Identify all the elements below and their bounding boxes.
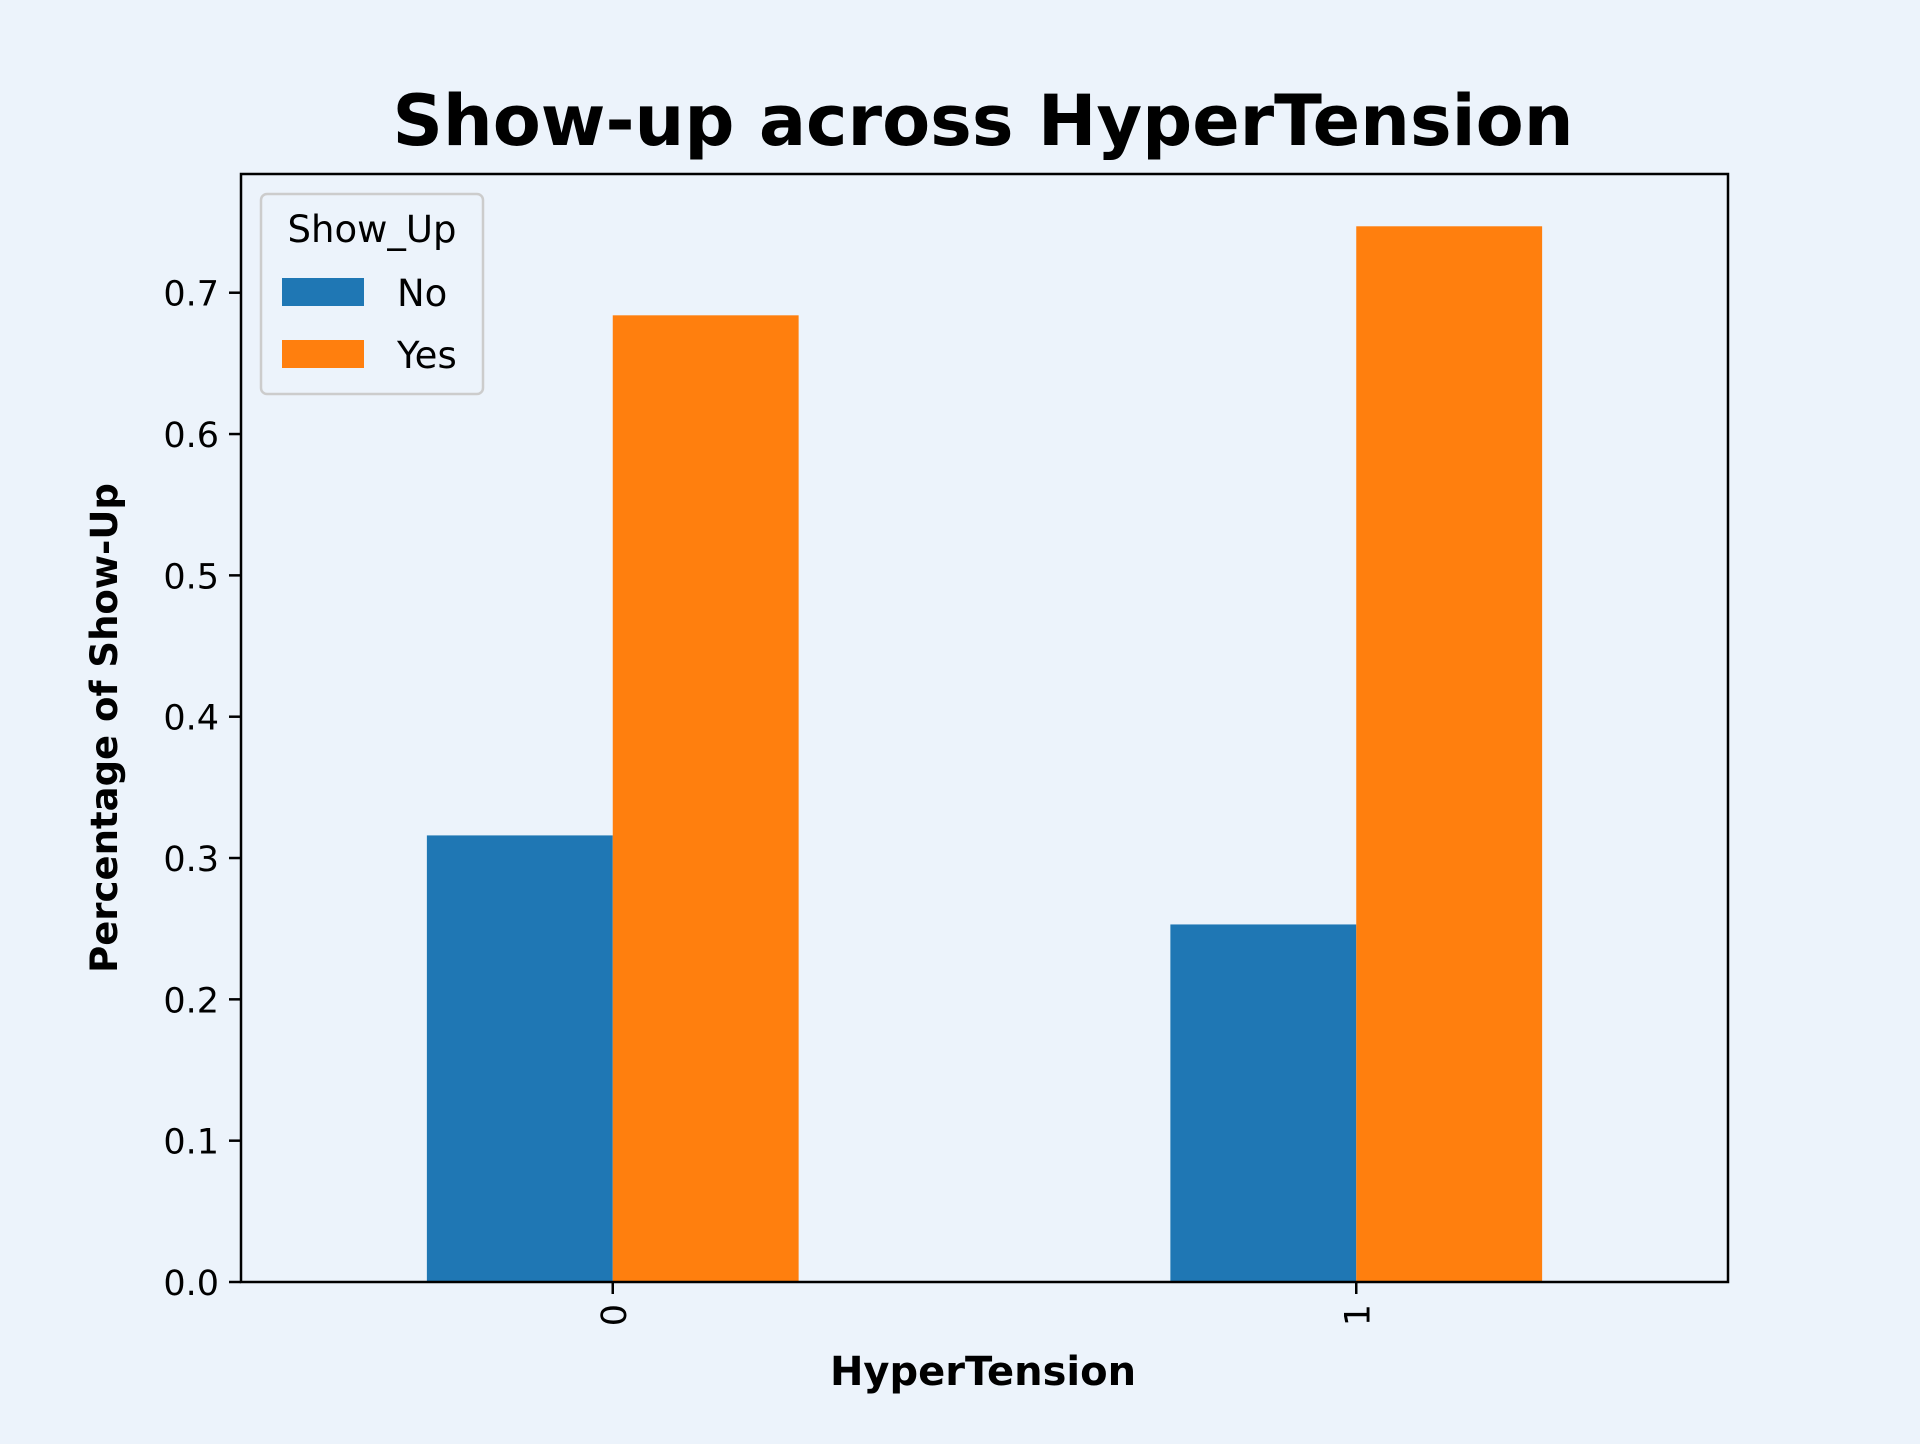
legend-items: No Yes [282, 272, 457, 377]
y-tick-label: 0.3 [163, 840, 219, 880]
y-axis-label: Percentage of Show-Up [83, 483, 126, 973]
legend-swatch-yes [282, 340, 364, 368]
y-tick-label: 0.7 [163, 275, 219, 315]
y-tick-label: 0.4 [163, 699, 219, 739]
y-axis: 0.0 0.1 0.2 0.3 0.4 0.5 0.6 0.7 [163, 275, 241, 1304]
chart-title: Show-up across HyperTension [392, 80, 1573, 162]
x-tick-label: 0 [595, 1304, 635, 1326]
x-tick-label: 1 [1338, 1304, 1378, 1326]
bar-yes-0 [612, 315, 799, 1282]
y-tick-label: 0.6 [163, 416, 219, 456]
bar-no-0 [426, 835, 613, 1282]
y-tick-label: 0.0 [163, 1264, 219, 1304]
legend-label-yes: Yes [396, 334, 457, 377]
y-tick-label: 0.5 [163, 557, 219, 597]
bar-yes-1 [1356, 226, 1543, 1283]
legend-label-no: No [397, 272, 447, 315]
x-axis-label: HyperTension [830, 1349, 1136, 1395]
legend: Show_Up No Yes [259, 192, 485, 396]
legend-title: Show_Up [288, 208, 457, 251]
plot-frame [239, 172, 1730, 1284]
y-tick-label: 0.2 [163, 981, 219, 1021]
bar-no-1 [1170, 924, 1357, 1282]
legend-swatch-no [282, 278, 364, 306]
bars-layer [426, 226, 1543, 1283]
y-tick-label: 0.1 [163, 1123, 219, 1163]
